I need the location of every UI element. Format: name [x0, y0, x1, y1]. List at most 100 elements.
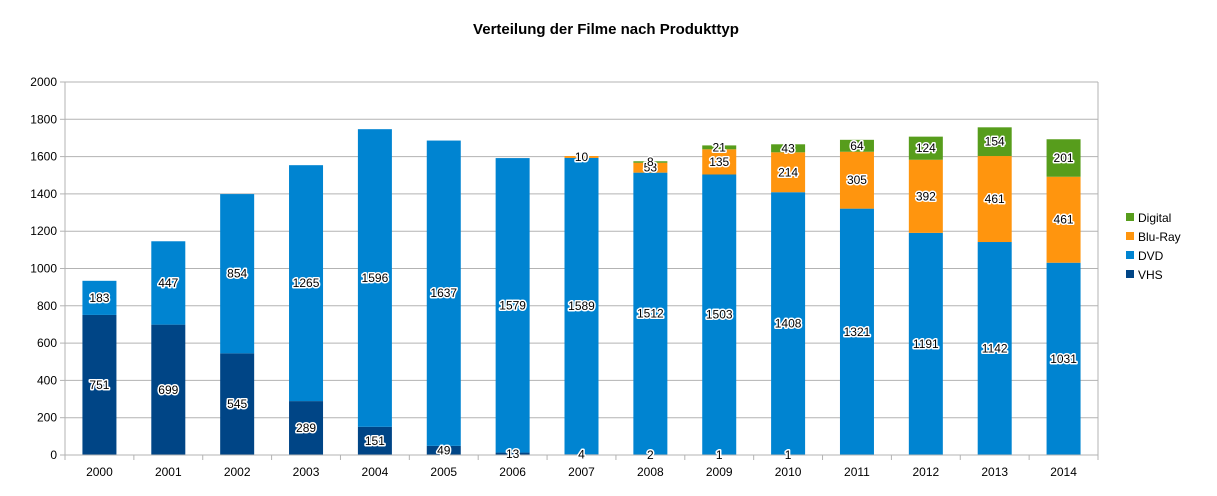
- bar-digital-2010: [771, 144, 806, 153]
- x-tick-label: 2009: [706, 465, 733, 479]
- data-label: 8: [647, 155, 654, 169]
- bar-blu-ray-2009: [702, 149, 737, 175]
- y-tick-label: 400: [37, 373, 57, 387]
- data-label: 305: [847, 173, 867, 187]
- y-tick-label: 600: [37, 336, 57, 350]
- data-label: 545: [227, 397, 247, 411]
- y-tick-label: 800: [37, 299, 57, 313]
- bar-dvd-2009: [702, 174, 737, 455]
- bars: [82, 127, 1081, 455]
- data-label: 201: [1054, 151, 1074, 165]
- bar-blu-ray-2013: [977, 156, 1012, 243]
- data-label: 461: [985, 192, 1005, 206]
- bar-dvd-2005: [426, 140, 461, 446]
- y-tick-label: 0: [50, 448, 57, 462]
- legend-swatch-vhs: [1126, 270, 1134, 278]
- x-tick-label: 2012: [912, 465, 939, 479]
- x-tick-label: 2000: [86, 465, 113, 479]
- data-label: 124: [916, 141, 936, 155]
- data-label: 64: [850, 139, 864, 153]
- bar-digital-2011: [839, 139, 874, 152]
- data-label: 1589: [568, 299, 595, 313]
- bar-dvd-2010: [771, 192, 806, 455]
- bar-blu-ray-2011: [839, 151, 874, 209]
- data-label: 2: [647, 448, 654, 462]
- bar-dvd-2000: [82, 280, 117, 315]
- data-label: 21: [713, 140, 727, 154]
- data-label: 854: [227, 267, 247, 281]
- bar-digital-2009: [702, 145, 737, 150]
- y-tick-label: 1200: [30, 224, 57, 238]
- bar-dvd-2011: [839, 208, 874, 455]
- data-label: 1321: [844, 325, 871, 339]
- data-label: 13: [506, 447, 520, 461]
- legend-label-digital: Digital: [1138, 211, 1171, 225]
- chart-title: Verteilung der Filme nach Produkttyp: [473, 21, 739, 38]
- y-tick-label: 1000: [30, 262, 57, 276]
- axes: 0 200 400 600 800 1000 1200 1400 1600 1800 2000 200…: [30, 75, 1099, 479]
- bar-vhs-2001: [151, 324, 186, 455]
- bar-digital-2013: [977, 127, 1012, 157]
- bar-blu-ray-2007: [564, 156, 599, 158]
- data-label: 183: [89, 291, 109, 305]
- data-labels: 7511836994475458542891265151159649163713…: [88, 133, 1079, 463]
- legend-label-blu-ray: Blu-Ray: [1138, 230, 1181, 244]
- bar-dvd-2012: [908, 232, 943, 455]
- bar-dvd-2001: [151, 241, 186, 325]
- data-label: 751: [89, 378, 109, 392]
- data-label: 1265: [293, 276, 320, 290]
- data-label: 43: [781, 141, 795, 155]
- data-label: 10: [575, 150, 589, 164]
- x-tick-label: 2014: [1050, 465, 1077, 479]
- bar-dvd-2004: [357, 129, 392, 427]
- legend-label-dvd: DVD: [1138, 249, 1164, 263]
- data-label: 699: [158, 383, 178, 397]
- data-label: 214: [778, 165, 798, 179]
- data-label: 1579: [499, 298, 526, 312]
- data-label: 49: [437, 443, 451, 457]
- bar-dvd-2003: [289, 165, 324, 402]
- bar-vhs-2005: [426, 445, 461, 455]
- bar-dvd-2002: [220, 194, 255, 354]
- data-label: 289: [296, 421, 316, 435]
- x-tick-label: 2011: [844, 465, 870, 479]
- bar-digital-2014: [1046, 139, 1081, 177]
- legend-label-vhs: VHS: [1138, 268, 1163, 282]
- bar-dvd-2008: [633, 172, 668, 455]
- bar-blu-ray-2008: [633, 162, 668, 173]
- data-label: 1142: [982, 342, 1008, 356]
- bar-vhs-2004: [357, 426, 392, 455]
- x-tick-label: 2013: [981, 465, 1008, 479]
- x-tick-label: 2010: [775, 465, 802, 479]
- data-label: 461: [1054, 213, 1074, 227]
- bar-vhs-2000: [82, 314, 117, 455]
- legend-swatch-dvd: [1126, 251, 1134, 259]
- x-tick-label: 2002: [224, 465, 251, 479]
- data-label: 1191: [913, 337, 939, 351]
- x-tick-label: 2003: [293, 465, 320, 479]
- data-label: 1596: [362, 271, 389, 285]
- bar-vhs-2006: [495, 452, 530, 455]
- bar-blu-ray-2014: [1046, 176, 1081, 263]
- data-label: 154: [985, 135, 1005, 149]
- x-tick-label: 2005: [430, 465, 457, 479]
- bar-digital-2008: [633, 161, 668, 163]
- data-label: 1: [716, 448, 723, 462]
- y-tick-label: 2000: [30, 75, 57, 89]
- x-tick-label: 2008: [637, 465, 664, 479]
- data-label: 1637: [430, 286, 457, 300]
- bar-blu-ray-2010: [771, 152, 806, 193]
- y-tick-label: 1800: [30, 112, 57, 126]
- data-label: 4: [578, 448, 585, 462]
- data-label: 447: [158, 276, 178, 290]
- x-tick-label: 2007: [568, 465, 595, 479]
- data-label: 1031: [1050, 352, 1077, 366]
- bar-dvd-2007: [564, 157, 599, 455]
- data-label: 135: [709, 155, 729, 169]
- legend-swatch-digital: [1126, 213, 1134, 221]
- legend: Digital Blu-Ray DVD VHS: [1126, 211, 1181, 282]
- data-label: 392: [916, 189, 936, 203]
- data-label: 53: [644, 161, 658, 175]
- data-label: 1503: [706, 308, 733, 322]
